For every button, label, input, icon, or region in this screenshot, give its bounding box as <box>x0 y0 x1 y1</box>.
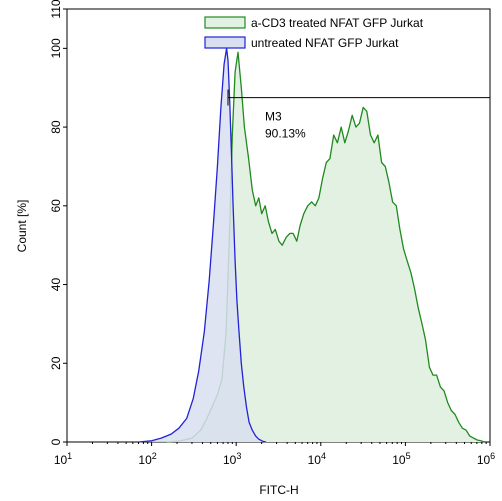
y-tick-label-6: 100 <box>49 38 63 58</box>
x-tick-label-1: 101 <box>54 451 72 467</box>
x-axis-label: FITC-H <box>259 483 298 497</box>
ticks: 101 102 103 104 105 106 0 20 40 60 80 100 110 <box>49 0 495 467</box>
series-fill-2 <box>138 48 266 443</box>
y-tick-label-3: 40 <box>49 278 63 292</box>
legend-swatch-1 <box>204 16 246 29</box>
legend-swatch-2 <box>204 36 246 49</box>
legend-label-1: a-CD3 treated NFAT GFP Jurkat <box>251 16 424 30</box>
x-tick-label-6: 106 <box>477 451 495 467</box>
legend-label-2: untreated NFAT GFP Jurkat <box>251 36 399 50</box>
y-tick-label-5: 80 <box>49 120 63 134</box>
legend: a-CD3 treated NFAT GFP Jurkat untreated N… <box>204 16 424 50</box>
y-tick-label-2: 20 <box>49 356 63 370</box>
x-tick-label-5: 105 <box>392 451 410 467</box>
gate-annotation: M3 90.13% <box>227 89 490 141</box>
series-line-2 <box>138 47 267 443</box>
x-tick-label-4: 104 <box>308 451 326 467</box>
gate-label: M3 <box>265 110 282 124</box>
y-tick-label-1: 0 <box>49 438 63 445</box>
x-tick-label-2: 102 <box>138 451 156 467</box>
series-line-1 <box>166 51 485 443</box>
x-tick-label-3: 103 <box>223 451 241 467</box>
y-axis-label: Count [%] <box>15 200 29 253</box>
y-tick-label-7: 110 <box>49 0 63 19</box>
series-fill-1 <box>166 52 485 443</box>
y-tick-label-4: 60 <box>49 199 63 213</box>
gate-value: 90.13% <box>265 127 306 141</box>
series-layer <box>138 47 485 443</box>
